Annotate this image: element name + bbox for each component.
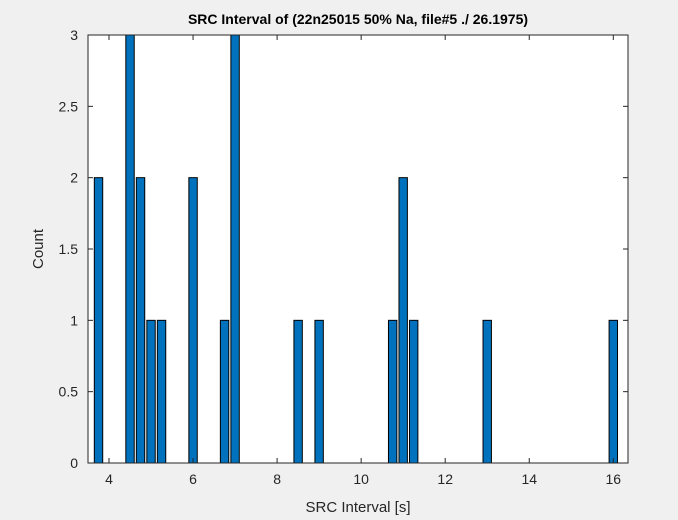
histogram-bar [314,319,324,464]
histogram-bar [188,177,198,464]
histogram-bar [219,319,230,464]
histogram-bar [93,177,104,464]
histogram-bar [146,319,156,464]
x-tick-label: 12 [437,471,453,487]
histogram-bar [135,177,146,464]
y-tick-label: 3 [70,27,78,43]
histogram-bar [125,34,135,464]
x-tick-label: 14 [521,471,537,487]
x-tick-label: 8 [273,471,281,487]
y-tick-label: 0.5 [59,384,79,400]
x-tick-label: 6 [189,471,197,487]
y-tick-label: 2.5 [59,98,79,114]
histogram-bar [408,319,419,464]
histogram-bar [156,319,167,464]
y-ticks-group: 0 0.5 1 1.5 2 2.5 3 [59,27,628,471]
histogram-bar [293,319,303,464]
y-tick-label: 2 [70,170,78,186]
x-tick-label: 16 [606,471,622,487]
histogram-bar [387,319,398,464]
y-tick-label: 0 [70,455,78,471]
plot-area [88,35,628,463]
histogram-bar [482,319,492,464]
y-tick-label: 1 [70,312,78,328]
y-axis-label: Count [30,228,47,269]
histogram-bar [230,34,240,464]
histogram-bar [398,177,408,464]
histogram-bar [608,319,618,464]
x-axis-label: SRC Interval [s] [305,499,410,516]
bars-group [93,34,618,464]
x-ticks-group: 4 6 8 10 12 14 16 [105,35,621,487]
x-tick-label: 10 [353,471,369,487]
x-tick-label: 4 [105,471,113,487]
y-tick-label: 1.5 [59,241,79,257]
chart-title: SRC Interval of (22n25015 50% Na, file#5… [188,11,528,27]
